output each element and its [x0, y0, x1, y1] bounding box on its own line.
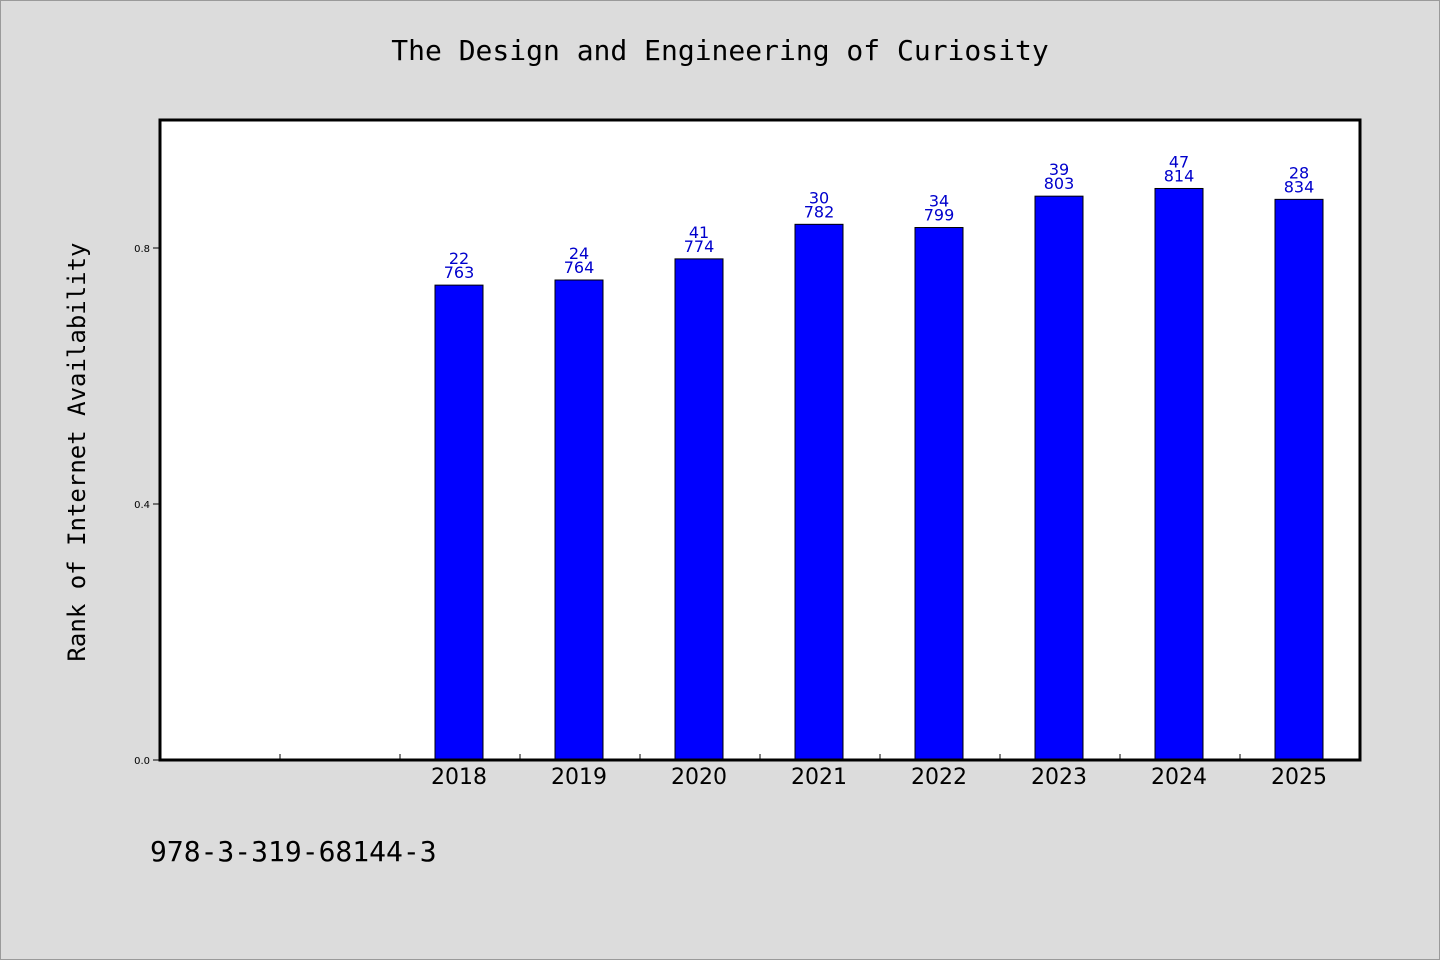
bar-2020: [674, 258, 724, 761]
bar-label-bottom: 782: [804, 202, 835, 221]
x-tick-label: 2024: [1151, 765, 1207, 790]
x-tick-label: 2018: [431, 765, 487, 790]
y-tick-label: 0.4: [134, 500, 150, 511]
x-tick-label: 2019: [551, 765, 607, 790]
chart-title: The Design and Engineering of Curiosity: [391, 34, 1049, 67]
bar-label-top: 47: [1169, 152, 1189, 171]
bar-2023: [1034, 195, 1084, 761]
bar-label-top: 22: [449, 249, 469, 268]
bar-label-top: 34: [929, 192, 949, 211]
bar-2025: [1274, 198, 1324, 761]
bar-label-bottom: 814: [1164, 166, 1195, 185]
bar-label-bottom: 834: [1284, 177, 1315, 196]
bar-label-bottom: 799: [924, 206, 955, 225]
y-tick-label: 0.8: [134, 244, 150, 255]
x-tick-label: 2021: [791, 765, 847, 790]
bar-label-top: 30: [809, 188, 829, 207]
x-tick-label: 2023: [1031, 765, 1087, 790]
bar-label-top: 24: [569, 244, 589, 263]
bar-label-bottom: 763: [444, 263, 475, 282]
x-tick-label: 2022: [911, 765, 967, 790]
plot-border: [158, 118, 1362, 762]
bar-label-bottom: 803: [1044, 174, 1075, 193]
bar-2024: [1154, 187, 1204, 761]
bar-2022: [914, 227, 964, 761]
bar-label-bottom: 764: [564, 258, 595, 277]
bar-2019: [554, 279, 604, 761]
bar-label-top: 39: [1049, 160, 1069, 179]
bar-label-top: 28: [1289, 163, 1309, 182]
bar-2018: [434, 284, 484, 761]
y-tick-label: 0.0: [134, 756, 150, 767]
bar-2021: [794, 223, 844, 761]
isbn-footer: 978-3-319-68144-3: [150, 835, 437, 868]
bar-label-bottom: 774: [684, 237, 715, 256]
bar-label-top: 41: [689, 223, 709, 242]
x-tick-label: 2020: [671, 765, 727, 790]
x-tick-label: 2025: [1271, 765, 1327, 790]
